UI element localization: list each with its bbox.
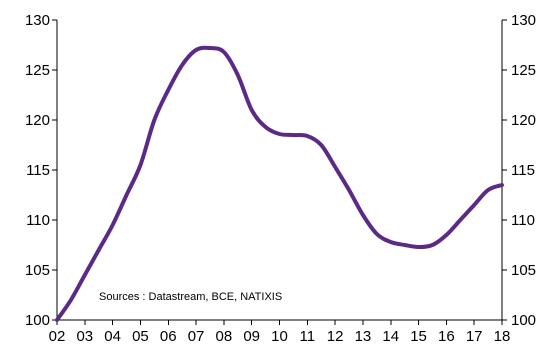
left-y-tick-label: 120 <box>25 112 50 129</box>
x-tick-label: 03 <box>76 328 93 345</box>
x-tick-label: 05 <box>132 328 149 345</box>
right-y-tick-label: 120 <box>511 112 536 129</box>
x-axis-ticks: 02 03 04 05 06 07 08 09 10 11 12 13 14 15 16 17 18 <box>49 320 511 345</box>
right-y-axis-ticks: 100 105 110 115 120 125 130 <box>502 12 536 329</box>
x-tick-label: 15 <box>410 328 427 345</box>
x-tick-label: 04 <box>104 328 121 345</box>
x-tick-label: 09 <box>243 328 260 345</box>
right-y-tick-label: 115 <box>511 162 535 179</box>
left-y-axis-ticks: 100 105 110 115 120 125 130 <box>25 12 57 329</box>
x-tick-label: 02 <box>49 328 66 345</box>
x-tick-label: 07 <box>188 328 205 345</box>
left-y-tick-label: 115 <box>26 162 50 179</box>
left-y-tick-label: 125 <box>25 62 50 79</box>
x-tick-label: 18 <box>494 328 511 345</box>
axes <box>56 20 503 321</box>
right-y-tick-label: 110 <box>511 212 535 229</box>
right-y-tick-label: 125 <box>511 62 536 79</box>
x-tick-label: 08 <box>216 328 233 345</box>
right-y-tick-label: 105 <box>511 262 536 279</box>
series-group <box>55 45 504 322</box>
x-tick-label: 17 <box>466 328 483 345</box>
x-tick-label: 16 <box>438 328 455 345</box>
x-tick-label: 06 <box>160 328 177 345</box>
x-tick-label: 13 <box>355 328 372 345</box>
right-y-tick-label: 130 <box>511 12 536 29</box>
source-annotation: Sources : Datastream, BCE, NATIXIS <box>99 291 282 303</box>
left-y-tick-label: 105 <box>25 262 50 279</box>
series-line <box>55 45 504 322</box>
x-tick-label: 14 <box>382 328 399 345</box>
right-y-tick-label: 100 <box>511 312 536 329</box>
x-tick-label: 11 <box>300 328 316 345</box>
left-y-tick-label: 110 <box>26 212 50 229</box>
left-y-tick-label: 100 <box>25 312 50 329</box>
x-tick-label: 10 <box>271 328 288 345</box>
x-tick-label: 12 <box>327 328 344 345</box>
left-y-tick-label: 130 <box>25 12 50 29</box>
